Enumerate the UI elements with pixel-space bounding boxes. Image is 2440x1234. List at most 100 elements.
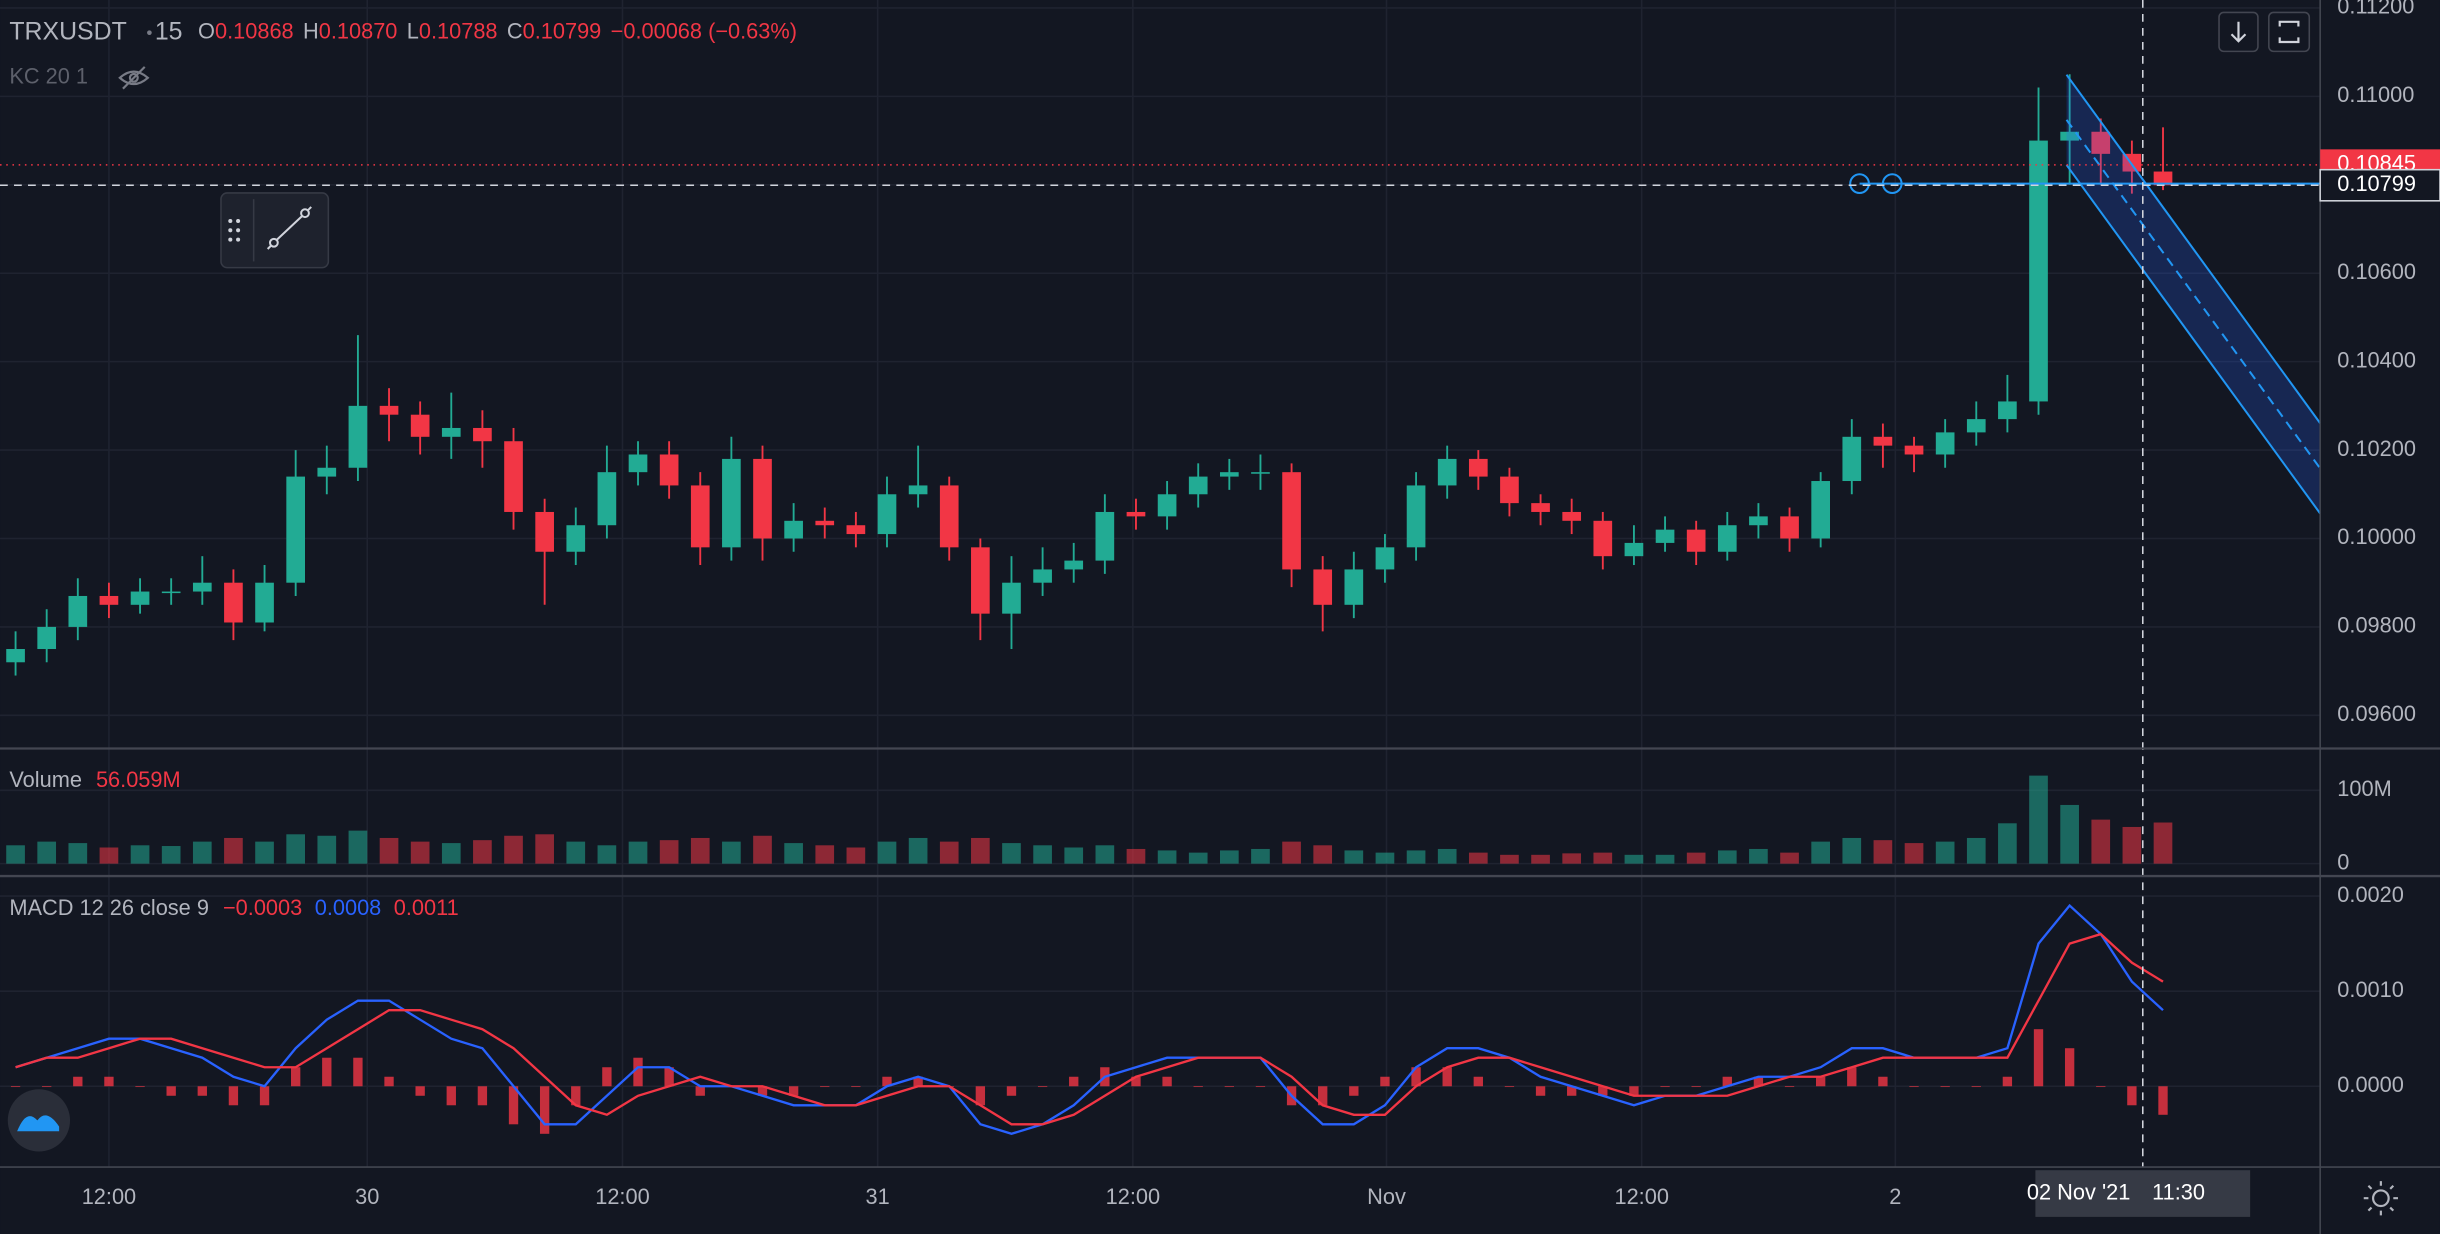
indicator-legend: KC 20 1 xyxy=(9,64,88,89)
legend-value: 0.10870 xyxy=(319,18,398,43)
volume-bar xyxy=(1811,841,1830,864)
symbol-legend: TRXUSDT 15 O0.10868 H0.10870 L0.10788 C0.1079… xyxy=(9,17,797,45)
candle-body xyxy=(1313,569,1333,605)
candle-body xyxy=(255,582,274,623)
macd-histogram-bar xyxy=(1069,1076,1079,1087)
hide-icon[interactable] xyxy=(118,66,150,90)
candle-body xyxy=(659,454,679,486)
volume-legend: Volume 56.059M xyxy=(9,767,180,792)
candle-body xyxy=(1500,476,1519,504)
volume-bar xyxy=(348,830,368,864)
volume-bar xyxy=(1904,843,1924,864)
volume-title: Volume xyxy=(9,767,82,792)
volume-bar xyxy=(535,834,554,864)
macd-histogram-bar xyxy=(1349,1086,1359,1096)
macd-histogram-bar xyxy=(1193,1086,1203,1088)
macd-histogram-bar xyxy=(1940,1086,1950,1088)
ray-handle[interactable] xyxy=(1849,173,1870,194)
macd-histogram-bar xyxy=(259,1086,270,1106)
volume-bar xyxy=(224,837,243,864)
candle-body xyxy=(286,476,306,583)
macd-histogram-bar xyxy=(975,1086,986,1106)
candle-body xyxy=(1375,547,1395,570)
volume-bar xyxy=(1313,845,1333,864)
x-tick-label: Nov xyxy=(1367,1184,1406,1209)
volume-bar xyxy=(784,843,803,864)
candle-body xyxy=(224,582,243,623)
x-tick-label: 31 xyxy=(866,1184,890,1209)
fullscreen-button[interactable] xyxy=(2268,11,2311,53)
settings-icon[interactable] xyxy=(2363,1181,2398,1216)
macd-histogram-bar xyxy=(10,1086,21,1088)
macd-histogram-bar xyxy=(290,1067,301,1087)
candle-body xyxy=(1904,445,1924,455)
volume-bar xyxy=(99,847,119,864)
volume-bar xyxy=(410,841,430,864)
candle-body xyxy=(37,626,57,650)
macd-histogram-bar xyxy=(1847,1067,1857,1087)
x-tick-label: 12:00 xyxy=(82,1184,136,1209)
legend-key: H xyxy=(303,18,319,43)
macd-histogram-bar xyxy=(1629,1086,1639,1096)
volume-bar xyxy=(2060,804,2079,864)
macd-histogram-bar xyxy=(788,1086,799,1096)
volume-bar xyxy=(130,845,150,864)
volume-bar xyxy=(1935,841,1955,864)
candle-body xyxy=(161,591,181,594)
volume-bar xyxy=(908,837,928,864)
volume-bar xyxy=(1437,848,1457,864)
macd-histogram-bar xyxy=(1660,1086,1670,1088)
logo[interactable] xyxy=(7,1089,71,1152)
trendline-tool[interactable] xyxy=(266,206,312,250)
volume-bar xyxy=(1717,850,1737,864)
volume-bar xyxy=(597,845,617,864)
candle-body xyxy=(192,582,212,592)
macd-histogram-bar xyxy=(384,1076,394,1087)
candle-body xyxy=(753,458,772,539)
candle-body xyxy=(1406,485,1426,548)
macd-histogram-bar xyxy=(1504,1086,1515,1088)
crosshair-price-tag xyxy=(2319,168,2440,202)
macd-histogram-bar xyxy=(1473,1076,1483,1087)
candle-body xyxy=(908,485,928,495)
drawing-toolbar xyxy=(220,192,330,269)
volume-bar xyxy=(1966,837,1986,864)
candle-body xyxy=(317,467,337,477)
volume-bar xyxy=(1033,845,1052,864)
volume-bar xyxy=(317,835,337,864)
volume-bar xyxy=(441,843,461,864)
volume-bar xyxy=(1593,852,1613,864)
candle-body xyxy=(1593,520,1613,557)
macd-histogram-bar xyxy=(477,1086,488,1106)
legend-key: L xyxy=(407,18,419,43)
y-tick-label: 0.09600 xyxy=(2337,701,2416,726)
x-tick-label: 12:00 xyxy=(1614,1184,1668,1209)
legend-value: 0.10868 xyxy=(215,18,294,43)
candle-body xyxy=(1998,401,2017,420)
macd-histogram-bar xyxy=(882,1076,892,1087)
drag-handle[interactable] xyxy=(228,218,241,242)
candle-body xyxy=(1686,529,1706,552)
macd-histogram-bar xyxy=(2158,1086,2168,1115)
macd-histogram-bar xyxy=(1598,1086,1608,1096)
interval: 15 xyxy=(155,17,183,45)
volume-value: 56.059M xyxy=(96,767,181,792)
volume-bar xyxy=(1624,854,1644,864)
legend-key: O xyxy=(198,18,215,43)
macd-line xyxy=(15,903,2164,1136)
volume-bar xyxy=(1251,848,1270,864)
macd-histogram-bar xyxy=(539,1086,550,1134)
scroll-button[interactable] xyxy=(2218,11,2259,53)
marks xyxy=(6,74,2173,1136)
macd-histogram-bar xyxy=(2064,1048,2075,1087)
volume-bar xyxy=(1686,852,1706,864)
macd-histogram-bar xyxy=(42,1086,52,1088)
candle-body xyxy=(99,595,119,605)
macd-histogram-bar xyxy=(166,1086,176,1096)
volume-bar xyxy=(815,845,835,864)
ray-handle[interactable] xyxy=(1881,173,1903,194)
macd-histogram-bar xyxy=(2127,1086,2137,1106)
macd-histogram-bar xyxy=(757,1086,768,1096)
volume-bar xyxy=(1873,840,1893,864)
